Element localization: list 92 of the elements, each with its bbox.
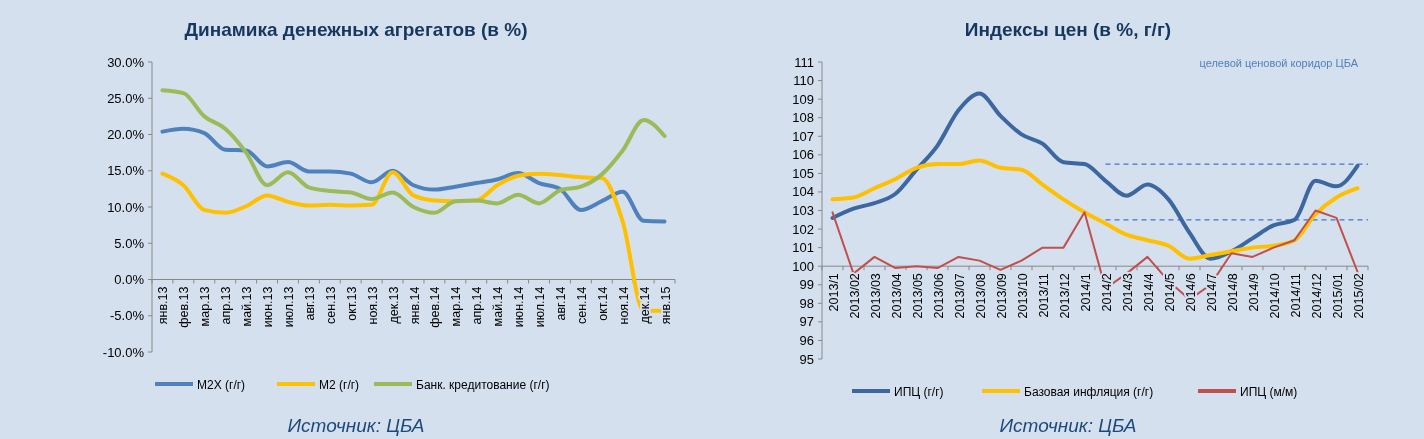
x-tick-label: 2013/08: [973, 273, 988, 319]
y-tick-label: 110: [793, 73, 814, 89]
x-tick-label: 2014/9: [1246, 273, 1261, 312]
x-tick-label: 2015/01: [1330, 273, 1345, 319]
legend-label: ИПЦ (м/м): [1240, 384, 1298, 399]
y-tick-label: 20.0%: [107, 127, 145, 142]
chart-title: Индексы цен (в %, г/г): [964, 19, 1172, 40]
x-tick-label: фев.13: [177, 286, 192, 328]
text: Источник: ЦБА: [287, 415, 425, 436]
x-tick-label: 2013/1: [826, 273, 841, 312]
x-tick-label: мар.14: [449, 286, 464, 327]
x-tick-label: фев.14: [428, 286, 443, 328]
x-tick-label: янв.15: [658, 286, 673, 325]
x-tick-label: май.14: [491, 286, 506, 327]
x-tick-label: 2014/3: [1120, 273, 1135, 312]
y-tick-label: 5.0%: [114, 235, 145, 251]
x-tick-label: мар.13: [198, 286, 213, 327]
x-tick-label: 2013/07: [952, 273, 967, 319]
y-tick-label: -10.0%: [102, 344, 145, 360]
legend-label: M2 (г/г): [319, 377, 360, 392]
y-tick-label: 25.0%: [107, 90, 145, 106]
x-tick-label: 2013/03: [868, 273, 883, 319]
legend-label: Базовая инфляция (г/г): [1024, 384, 1154, 399]
x-tick-label: авг.13: [302, 286, 317, 321]
y-tick-label: 95: [799, 351, 814, 367]
y-tick-label: 99: [799, 277, 814, 293]
x-tick-label: сен.14: [574, 286, 589, 324]
y-tick-label: 98: [799, 295, 814, 311]
y-tick-label: 101: [792, 240, 814, 256]
y-tick-label: 15.0%: [107, 163, 145, 179]
x-tick-label: 2014/11: [1288, 273, 1303, 318]
x-tick-label: 2013/02: [847, 273, 862, 319]
x-tick-label: 2013/05: [910, 273, 925, 319]
legend-label: Банк. кредитование (г/г): [416, 377, 550, 392]
y-tick-label: 0.0%: [114, 272, 145, 287]
x-tick-label: июл.14: [533, 286, 548, 328]
x-tick-label: июн.14: [512, 286, 527, 328]
x-tick-label: июл.13: [281, 286, 296, 328]
y-tick-label: 108: [792, 110, 814, 126]
y-tick-label: 96: [799, 332, 814, 348]
y-tick-label: 106: [792, 147, 814, 163]
y-tick-label: -5.0%: [110, 308, 145, 324]
x-tick-label: 2014/4: [1141, 273, 1156, 312]
x-tick-label: апр.14: [470, 286, 485, 325]
chart-title: Динамика денежных агрегатов (в %): [184, 19, 528, 40]
line-series: [160, 88, 667, 215]
text: Источник: ЦБА: [999, 415, 1137, 436]
x-tick-label: 2014/12: [1309, 273, 1324, 319]
x-tick-label: дек.14: [637, 286, 652, 324]
x-tick-label: окт.13: [344, 286, 359, 321]
x-tick-label: 2013/11: [1036, 273, 1051, 318]
x-tick-label: 2014/10: [1267, 273, 1282, 319]
x-tick-label: янв.14: [407, 286, 422, 325]
x-tick-label: 2013/04: [889, 273, 904, 319]
x-tick-label: 2014/5: [1162, 273, 1177, 312]
y-tick-label: 109: [792, 91, 814, 107]
y-tick-label: 103: [792, 203, 814, 218]
x-tick-label: дек.13: [386, 286, 401, 324]
x-tick-label: 2015/02: [1351, 273, 1366, 319]
y-tick-label: 111: [794, 54, 814, 70]
x-tick-label: 2014/2: [1099, 273, 1114, 312]
x-tick-label: 2014/6: [1183, 273, 1198, 312]
y-tick-label: 30.0%: [107, 54, 145, 70]
line-series: [160, 126, 667, 224]
x-tick-label: июн.13: [261, 286, 276, 328]
x-tick-label: ноя.13: [365, 286, 380, 325]
y-tick-label: 107: [792, 128, 814, 144]
annotation: целевой ценовой коридор ЦБА: [1199, 57, 1359, 69]
x-tick-label: окт.14: [595, 286, 610, 321]
line-series: [830, 158, 1360, 261]
x-tick-label: 2013/12: [1057, 273, 1072, 319]
y-tick-label: 104: [792, 184, 814, 200]
y-tick-label: 105: [792, 165, 814, 181]
x-tick-label: 2014/8: [1225, 273, 1240, 312]
x-tick-label: авг.14: [553, 286, 568, 321]
legend-label: M2X (г/г): [197, 377, 246, 392]
legend-label: ИПЦ (г/г): [894, 384, 944, 399]
x-tick-label: ноя.14: [616, 286, 631, 325]
y-tick-label: 97: [799, 314, 814, 330]
x-tick-label: 2013/10: [1015, 273, 1030, 319]
line-series: [830, 91, 1360, 261]
x-tick-label: апр.13: [219, 286, 234, 325]
x-tick-label: 2013/09: [994, 273, 1009, 319]
x-tick-label: 2013/06: [931, 273, 946, 319]
y-tick-label: 10.0%: [107, 199, 145, 215]
x-tick-label: 2014/1: [1078, 273, 1093, 312]
y-tick-label: 100: [792, 258, 814, 274]
x-tick-label: 2014/7: [1204, 273, 1219, 312]
x-tick-label: май.13: [240, 286, 255, 327]
x-tick-label: янв.13: [156, 286, 171, 325]
x-tick-label: сен.13: [323, 286, 338, 324]
y-tick-label: 102: [792, 221, 814, 237]
